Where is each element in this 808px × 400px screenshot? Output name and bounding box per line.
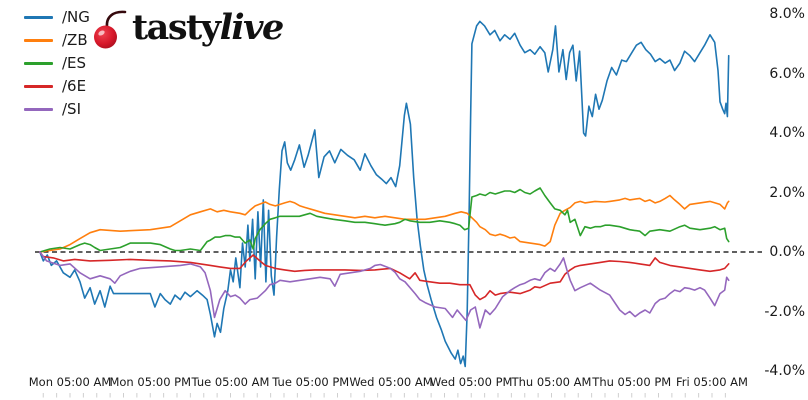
legend-item-es: /ES xyxy=(24,52,90,75)
y-axis-tick-label: 4.0% xyxy=(769,125,805,141)
logo-text-tasty: tasty xyxy=(132,7,221,48)
tastylive-logo: tastylive xyxy=(92,7,285,49)
legend-swatch-es xyxy=(24,62,53,65)
x-axis-tick-label: Thu 05:00 PM xyxy=(592,375,672,389)
x-axis-tick-label: Fri 05:00 AM xyxy=(676,375,748,389)
series-line-es xyxy=(39,187,730,253)
y-axis-tick-label: 2.0% xyxy=(769,184,805,201)
cherry-icon xyxy=(94,10,127,49)
minor-ticks xyxy=(42,393,726,398)
legend-label-6e: /6E xyxy=(62,77,87,95)
y-axis-tick-label: -4.0% xyxy=(764,363,805,379)
x-axis-tick-label: Wed 05:00 PM xyxy=(430,375,513,389)
legend-item-6e: /6E xyxy=(24,75,90,98)
x-axis-tick-label: Wed 05:00 AM xyxy=(349,375,433,389)
series-line-zb xyxy=(39,194,730,253)
legend-item-zb: /ZB xyxy=(24,29,90,52)
legend-label-si: /SI xyxy=(62,100,81,118)
legend: /NG /ZB /ES /6E /SI xyxy=(24,6,90,121)
y-axis-tick-label: 8.0% xyxy=(769,6,805,22)
series-line-6e xyxy=(39,251,730,301)
y-axis-tick-label: 6.0% xyxy=(769,65,805,82)
legend-swatch-6e xyxy=(24,85,53,88)
legend-label-zb: /ZB xyxy=(62,31,88,49)
logo-wordmark: tastylive xyxy=(132,7,285,49)
series-lines xyxy=(39,20,730,368)
legend-label-ng: /NG xyxy=(62,8,90,26)
legend-swatch-si xyxy=(24,108,53,111)
logo-text-live: live xyxy=(219,7,285,48)
legend-swatch-ng xyxy=(24,16,53,19)
series-line-ng xyxy=(39,20,730,368)
legend-item-ng: /NG xyxy=(24,6,90,29)
legend-swatch-zb xyxy=(24,39,53,42)
legend-label-es: /ES xyxy=(62,54,87,72)
y-axis-tick-label: -2.0% xyxy=(764,303,805,320)
x-axis-tick-label: Thu 05:00 AM xyxy=(511,375,592,389)
series-line-si xyxy=(39,251,730,329)
x-axis-tick-label: Tue 05:00 AM xyxy=(191,375,270,389)
y-axis-tick-label: 0.0% xyxy=(769,244,805,260)
x-axis-tick-label: Tue 05:00 PM xyxy=(272,375,350,389)
x-axis-tick-label: Mon 05:00 PM xyxy=(109,375,192,389)
x-axis-tick-label: Mon 05:00 AM xyxy=(28,375,112,389)
legend-item-si: /SI xyxy=(24,98,90,121)
